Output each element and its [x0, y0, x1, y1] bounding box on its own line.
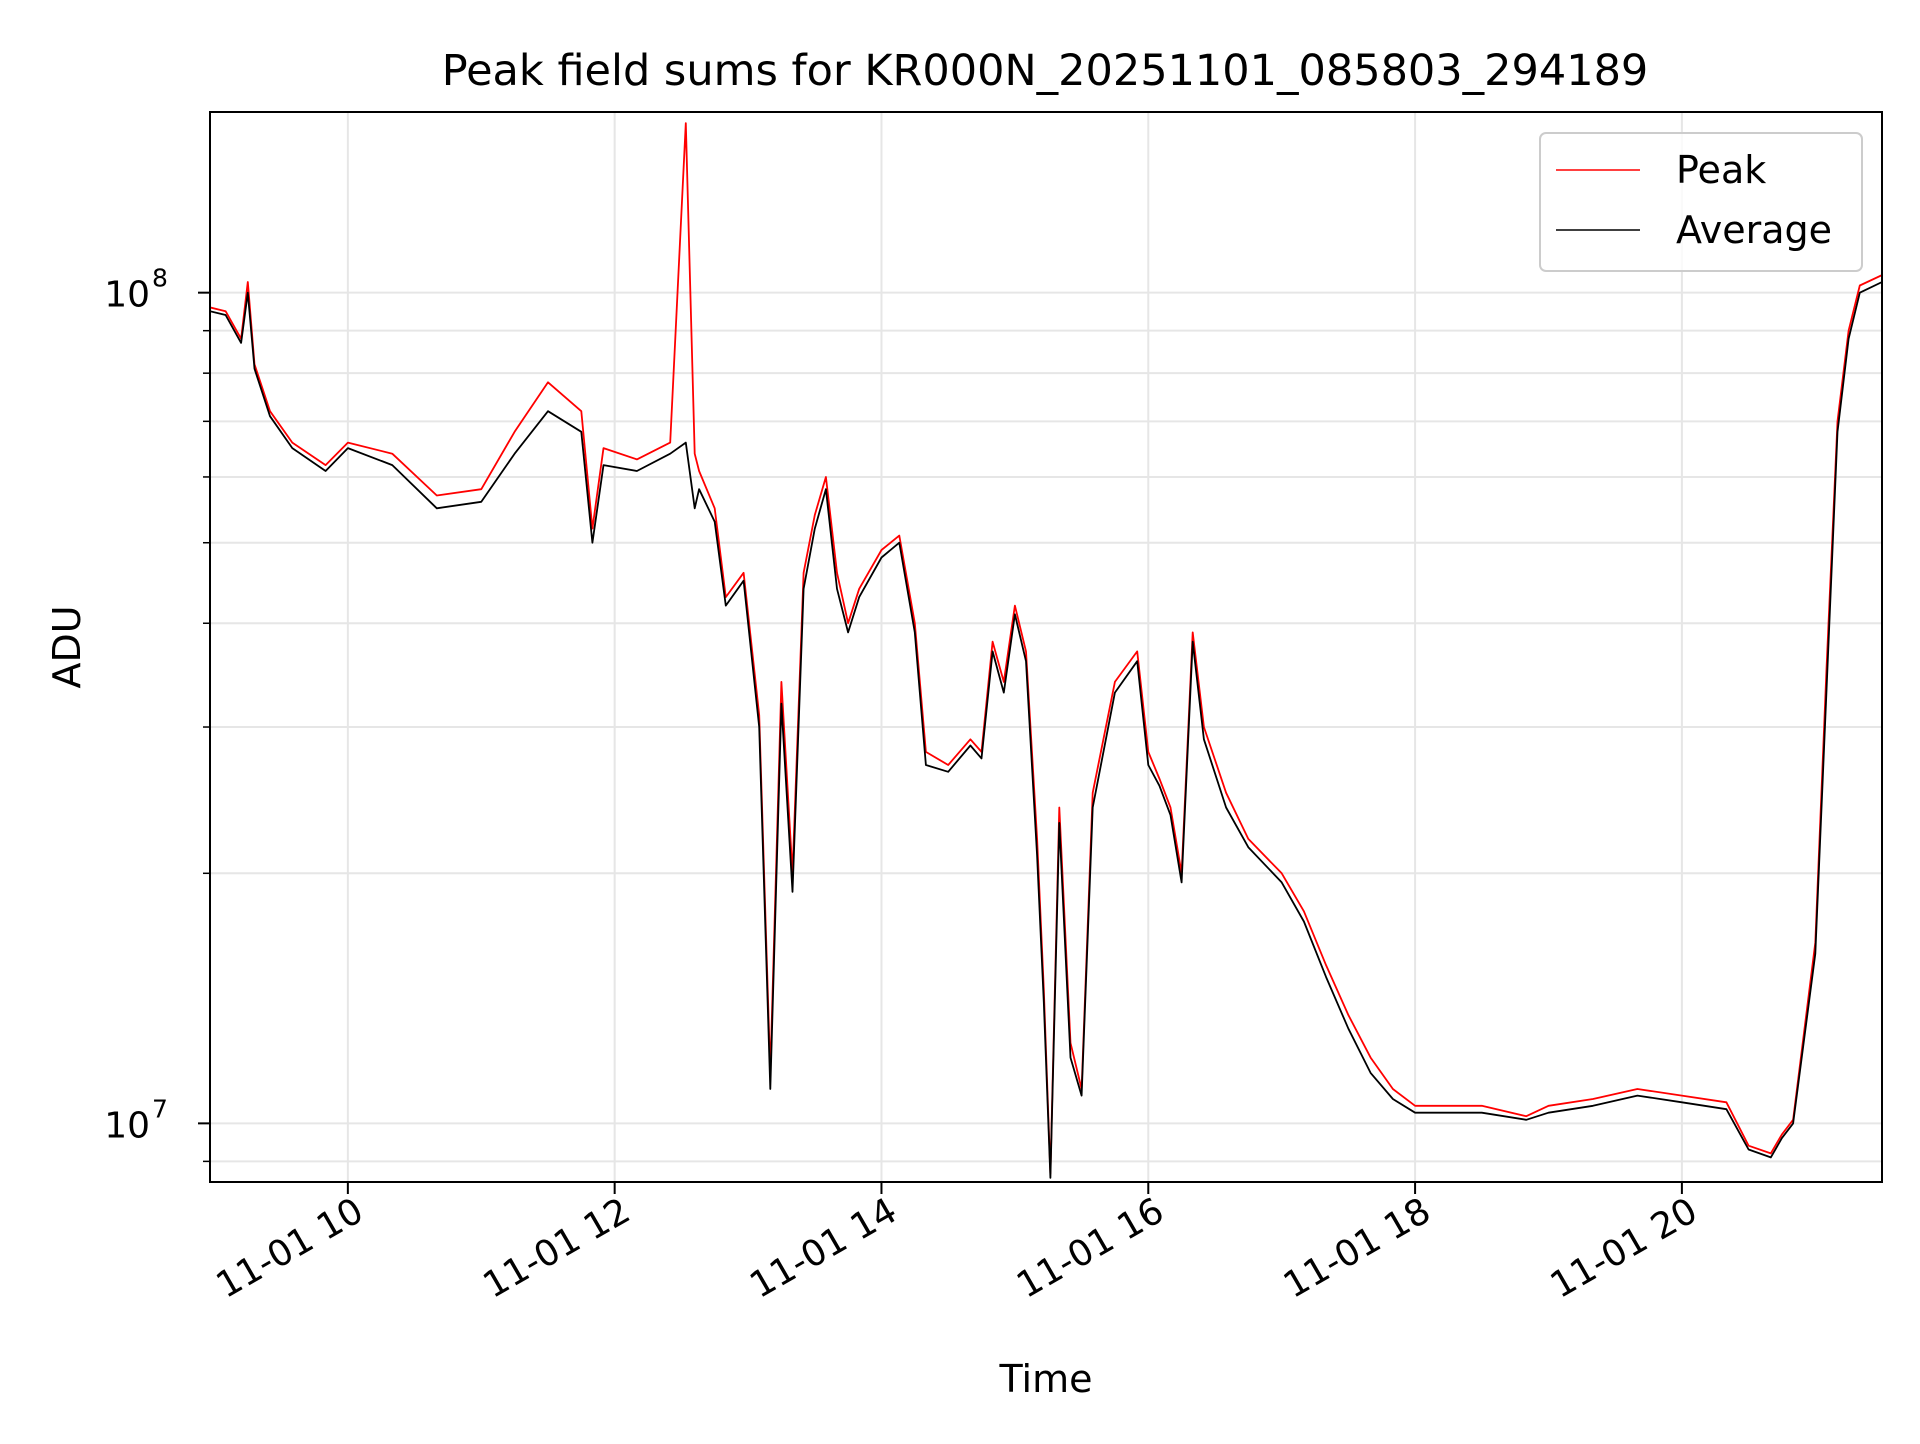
y-tick-exponent: 7	[152, 1094, 168, 1123]
x-axis-label: Time	[999, 1357, 1093, 1401]
grid-lines	[210, 112, 1882, 1182]
series-line-average	[210, 281, 1882, 1179]
y-tick-label: 10	[104, 1105, 150, 1146]
legend-box	[1539, 132, 1863, 272]
legend-label-average: Average	[1676, 208, 1832, 252]
chart-title: Peak field sums for KR000N_20251101_0858…	[442, 46, 1649, 96]
legend: Peak Average	[1539, 132, 1863, 272]
series-layer	[210, 122, 1882, 1179]
y-tick-exponent: 8	[152, 264, 168, 293]
y-tick-label: 10	[104, 275, 150, 316]
series-line-peak	[210, 122, 1882, 1175]
y-axis-label: ADU	[45, 605, 89, 688]
plot-frame	[209, 111, 1883, 1183]
legend-label-peak: Peak	[1676, 148, 1766, 192]
plot-area	[210, 112, 1882, 1182]
